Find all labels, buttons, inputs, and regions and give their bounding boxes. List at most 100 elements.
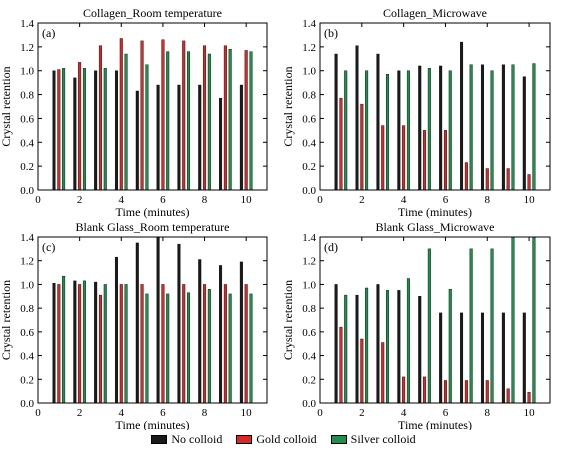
y-tick-label: 1.4: [302, 232, 316, 244]
y-tick-label: 1.0: [302, 279, 316, 291]
bar-silver-colloid: [532, 236, 536, 404]
bar-no-colloid: [219, 265, 223, 404]
y-tick-label: 0.8: [302, 303, 316, 315]
y-tick-label: 1.2: [20, 256, 34, 268]
y-tick-label: 1.0: [20, 66, 34, 78]
bar-no-colloid: [156, 236, 160, 404]
legend-item-gold-colloid: Gold colloid: [236, 432, 317, 447]
x-tick-label: 6: [160, 194, 166, 206]
bar-silver-colloid: [103, 284, 107, 404]
bar-gold-colloid: [78, 62, 82, 191]
bar-silver-colloid: [511, 64, 515, 191]
y-tick-label: 0.2: [302, 161, 316, 173]
y-tick-label: 0.2: [302, 374, 316, 386]
bar-gold-colloid: [203, 45, 207, 191]
plot-frame: [37, 236, 268, 404]
bar-silver-colloid: [406, 278, 410, 404]
figure: Collagen_Room temperature 0.0 0.2 0.4 0.6 0.8…: [0, 6, 551, 430]
y-tick-label: 0.2: [20, 374, 34, 386]
bar-gold-colloid: [119, 38, 123, 191]
bar-no-colloid: [480, 64, 484, 191]
panel-2: Collagen_Microwave 0.0 0.2 0.4 0.6 0.8 1.0 1.2 1…: [281, 6, 551, 219]
bar-silver-colloid: [207, 288, 211, 404]
bar-gold-colloid: [506, 168, 510, 191]
bar-silver-colloid: [249, 51, 253, 191]
y-axis-label: Crystal retention: [281, 66, 295, 146]
bar-gold-colloid: [98, 45, 102, 191]
panel-title: Collagen_Microwave: [383, 6, 487, 20]
x-tick-label: 6: [443, 407, 449, 419]
bar-no-colloid: [376, 284, 380, 404]
x-tick-label: 8: [202, 407, 208, 419]
bar-gold-colloid: [140, 40, 144, 191]
bar-silver-colloid: [249, 293, 253, 404]
bar-no-colloid: [73, 280, 77, 404]
bar-silver-colloid: [207, 53, 211, 191]
y-tick-label: 1.0: [302, 66, 316, 78]
y-tick-label: 0.6: [20, 327, 34, 339]
x-tick-label: 2: [77, 407, 83, 419]
bar-silver-colloid: [124, 53, 128, 191]
bar-silver-colloid: [82, 68, 86, 191]
y-tick-label: 0.0: [302, 185, 316, 197]
bar-silver-colloid: [166, 293, 170, 404]
bar-gold-colloid: [161, 39, 165, 191]
y-tick-label: 0.8: [302, 90, 316, 102]
x-tick-label: 6: [160, 407, 166, 419]
x-tick-label: 8: [202, 194, 208, 206]
x-tick-label: 10: [241, 194, 253, 206]
bar-silver-colloid: [448, 70, 452, 191]
bar-silver-colloid: [228, 293, 232, 404]
bar-silver-colloid: [228, 49, 232, 191]
y-tick-label: 1.2: [302, 42, 316, 54]
y-tick-label: 0.0: [20, 398, 34, 410]
bar-silver-colloid: [427, 248, 431, 404]
bar-silver-colloid: [344, 70, 348, 191]
y-tick-label: 1.4: [20, 18, 34, 30]
bar-silver-colloid: [82, 280, 86, 404]
bar-gold-colloid: [443, 130, 447, 191]
y-tick-label: 0.6: [20, 113, 34, 125]
bar-no-colloid: [460, 312, 464, 404]
bar-no-colloid: [439, 312, 443, 404]
bar-gold-colloid: [423, 130, 427, 191]
bar-no-colloid: [397, 70, 401, 191]
panel-4: Blank Glass_Microwave 0.0 0.2 0.4 0.6 0.8 1.0 1…: [281, 220, 551, 430]
bar-no-colloid: [135, 90, 139, 191]
x-tick-label: 0: [35, 194, 41, 206]
x-axis-label: Time (minutes): [398, 205, 472, 219]
bar-no-colloid: [239, 84, 243, 191]
y-tick-label: 0.4: [302, 137, 316, 149]
bar-gold-colloid: [423, 376, 427, 404]
x-axis-label: Time (minutes): [116, 418, 190, 430]
bar-gold-colloid: [506, 388, 510, 404]
bar-no-colloid: [219, 97, 223, 191]
bar-gold-colloid: [182, 40, 186, 191]
y-axis-label: Crystal retention: [0, 280, 13, 360]
y-tick-label: 0.4: [20, 137, 34, 149]
bar-gold-colloid: [381, 342, 385, 404]
panel-1: Collagen_Room temperature 0.0 0.2 0.4 0.6 0.8…: [0, 6, 268, 219]
bar-no-colloid: [418, 65, 422, 191]
y-tick-label: 1.2: [20, 42, 34, 54]
bar-gold-colloid: [402, 376, 406, 404]
bar-silver-colloid: [469, 64, 473, 191]
panel-title: Collagen_Room temperature: [83, 6, 222, 20]
bar-silver-colloid: [62, 275, 66, 404]
x-axis-label: Time (minutes): [398, 418, 472, 430]
x-tick-label: 0: [35, 407, 41, 419]
bar-gold-colloid: [527, 174, 531, 191]
x-tick-label: 4: [119, 407, 125, 419]
x-tick-label: 0: [317, 407, 323, 419]
legend-label-no-colloid: No colloid: [171, 431, 223, 446]
bar-gold-colloid: [464, 162, 468, 191]
bar-silver-colloid: [490, 70, 494, 191]
y-tick-label: 0.4: [20, 351, 34, 363]
x-tick-label: 2: [359, 407, 365, 419]
bar-no-colloid: [198, 84, 202, 191]
bar-gold-colloid: [203, 284, 207, 404]
bar-gold-colloid: [527, 392, 531, 404]
bar-no-colloid: [73, 77, 77, 191]
bar-no-colloid: [460, 41, 464, 191]
bar-silver-colloid: [344, 294, 348, 404]
